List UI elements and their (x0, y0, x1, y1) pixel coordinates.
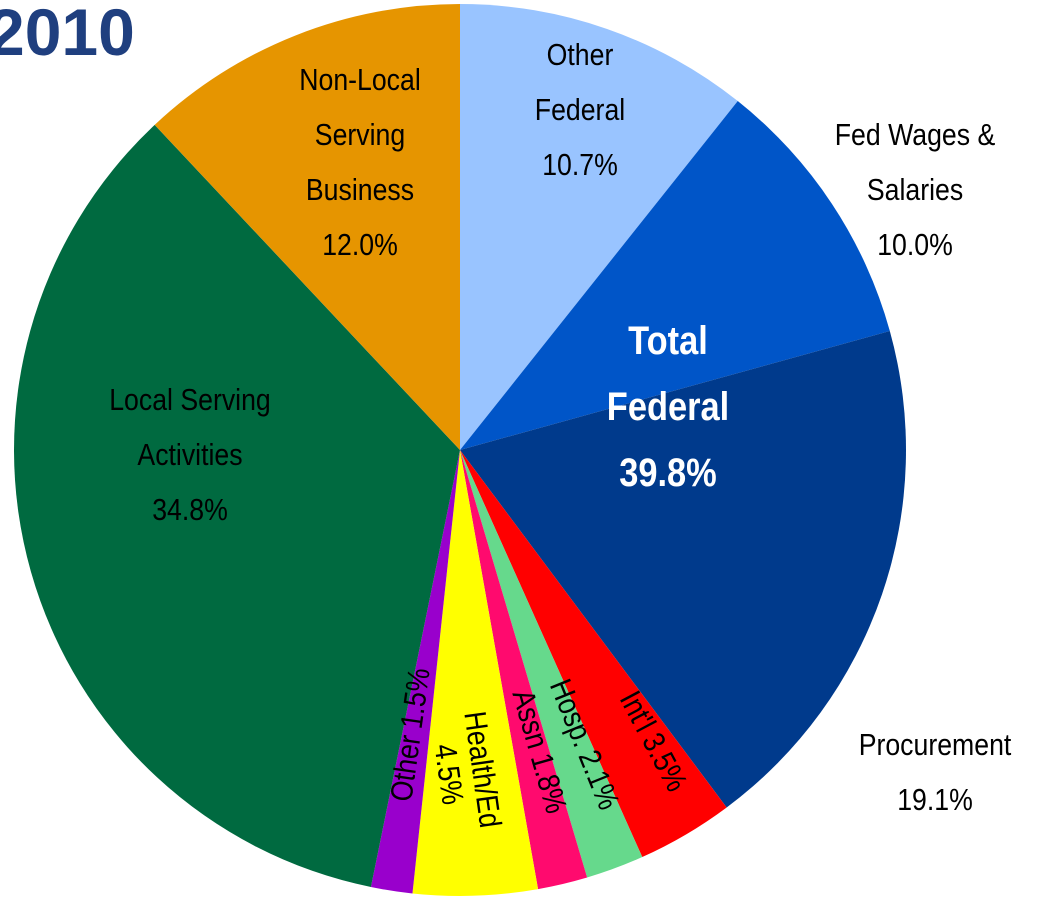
pie-slice (460, 450, 727, 858)
pie-slice (460, 330, 907, 808)
slice-value: 12.0% (322, 227, 398, 262)
slice-value: 19.1% (897, 782, 973, 817)
slice-value: 10.7% (542, 147, 618, 182)
slice-value: 4.5% (427, 742, 469, 807)
annotation-text: 39.8% (619, 451, 717, 495)
chart-title: 2010 (0, 0, 135, 69)
pie-slice (460, 450, 588, 890)
pie-slice (412, 450, 539, 897)
slice-label: Fed Wages & Salaries 10.0% (812, 107, 1018, 272)
slice-name: Procurement (858, 727, 1012, 762)
pie-slice (460, 450, 643, 878)
slice-label: Procurement 19.1% (832, 717, 1038, 827)
pie-slice (460, 4, 738, 450)
slice-name: Local Serving Activities (109, 382, 271, 472)
pie-slice (460, 101, 890, 450)
annotation: Total Federal 39.8% (586, 308, 749, 506)
slice-name: Non-Local Serving Business (299, 62, 421, 207)
pie-slice (370, 450, 460, 894)
pie-slice (13, 124, 461, 888)
slice-label: Non-Local Serving Business 12.0% (278, 52, 441, 272)
slice-name: Other Federal (534, 37, 626, 127)
slice-name: Fed Wages & Salaries (834, 117, 996, 207)
slice-value: 10.0% (877, 227, 953, 262)
slice-label: Local Serving Activities 34.8% (78, 372, 302, 537)
slice-value: 1.5% (394, 666, 436, 731)
slice-label: Other1.5% (384, 666, 437, 804)
annotation-text: Total Federal (606, 319, 730, 429)
slice-label: Other Federal 10.7% (507, 27, 653, 192)
pie-slice (154, 4, 460, 450)
slice-value: 34.8% (152, 492, 228, 527)
